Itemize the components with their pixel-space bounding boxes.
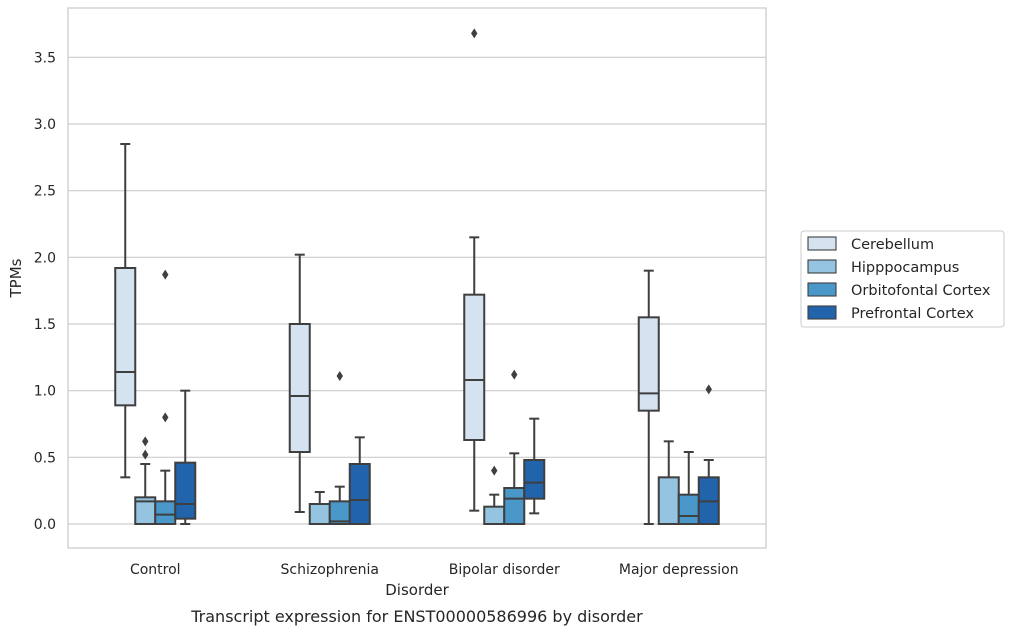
y-axis-label: TPMs (7, 258, 25, 298)
box-series (114, 28, 720, 526)
x-tick-labels: Control Schizophrenia Bipolar disorder Majo… (130, 562, 739, 578)
y-tick-label: 3.0 (34, 117, 56, 133)
box-iqr (348, 463, 371, 525)
box-iqr (174, 461, 197, 520)
plot-area (68, 8, 766, 548)
y-tick-label: 2.0 (34, 250, 56, 266)
y-tick-label: 3.5 (34, 50, 56, 66)
x-tick-label: Schizophrenia (281, 562, 379, 578)
box-iqr (677, 493, 700, 525)
y-tick-label: 0.5 (34, 450, 56, 466)
x-tick-label: Control (130, 562, 181, 578)
legend-frame (800, 230, 1005, 328)
legend-label: Orbitofontal Cortex (851, 283, 991, 299)
box-0-0 (114, 143, 137, 479)
box-0-3 (637, 269, 660, 525)
x-tick-label: Major depression (619, 562, 739, 578)
box-iqr (288, 323, 311, 453)
y-tick-label: 1.5 (34, 317, 56, 333)
outlier-point (705, 384, 712, 395)
x-tick-label: Bipolar disorder (449, 562, 560, 578)
box-iqr (114, 267, 137, 407)
box-3-3 (697, 384, 720, 526)
box-iqr (657, 476, 680, 526)
outlier-point (142, 436, 149, 447)
box-iqr (483, 505, 506, 525)
outlier-point (511, 369, 518, 380)
x-axis-label: Disorder (385, 581, 449, 599)
box-iqr (463, 293, 486, 441)
outlier-point (336, 371, 343, 381)
box-0-1 (288, 253, 311, 513)
outlier-point (142, 449, 149, 460)
outlier-point (491, 465, 498, 476)
plot-frame (67, 7, 767, 549)
legend-swatch (807, 282, 837, 297)
legend-label: Cerebellum (851, 237, 934, 253)
box-iqr (523, 459, 546, 500)
legend-label: Hipppocampus (851, 260, 959, 276)
box-3-0 (174, 389, 197, 525)
box-3-1 (348, 436, 371, 525)
legend-label: Prefrontal Cortex (851, 306, 974, 322)
box-iqr (637, 316, 660, 412)
box-iqr (308, 503, 331, 525)
outlier-point (471, 28, 478, 39)
outlier-point (162, 412, 169, 423)
y-tick-labels: 0.0 0.5 1.0 1.5 2.0 2.5 3.0 3.5 (34, 50, 56, 533)
outlier-point (162, 269, 169, 280)
chart-caption: Transcript expression for ENST0000058699… (190, 607, 643, 626)
legend-swatch (807, 305, 837, 320)
legend: Cerebellum Hipppocampus Orbitofontal Corte… (800, 230, 1005, 328)
box-0-2 (463, 28, 486, 512)
box-3-2 (523, 417, 546, 515)
legend-swatch (807, 259, 837, 274)
y-tick-label: 1.0 (34, 384, 56, 400)
box-1-1 (308, 491, 331, 525)
legend-swatch (807, 236, 837, 251)
y-tick-label: 0.0 (34, 517, 56, 533)
y-tick-label: 2.5 (34, 184, 56, 200)
box-iqr (503, 487, 526, 525)
box-1-2 (483, 465, 506, 525)
box-iqr (154, 500, 177, 526)
box-2-2 (503, 369, 526, 525)
box-2-3 (677, 451, 700, 525)
